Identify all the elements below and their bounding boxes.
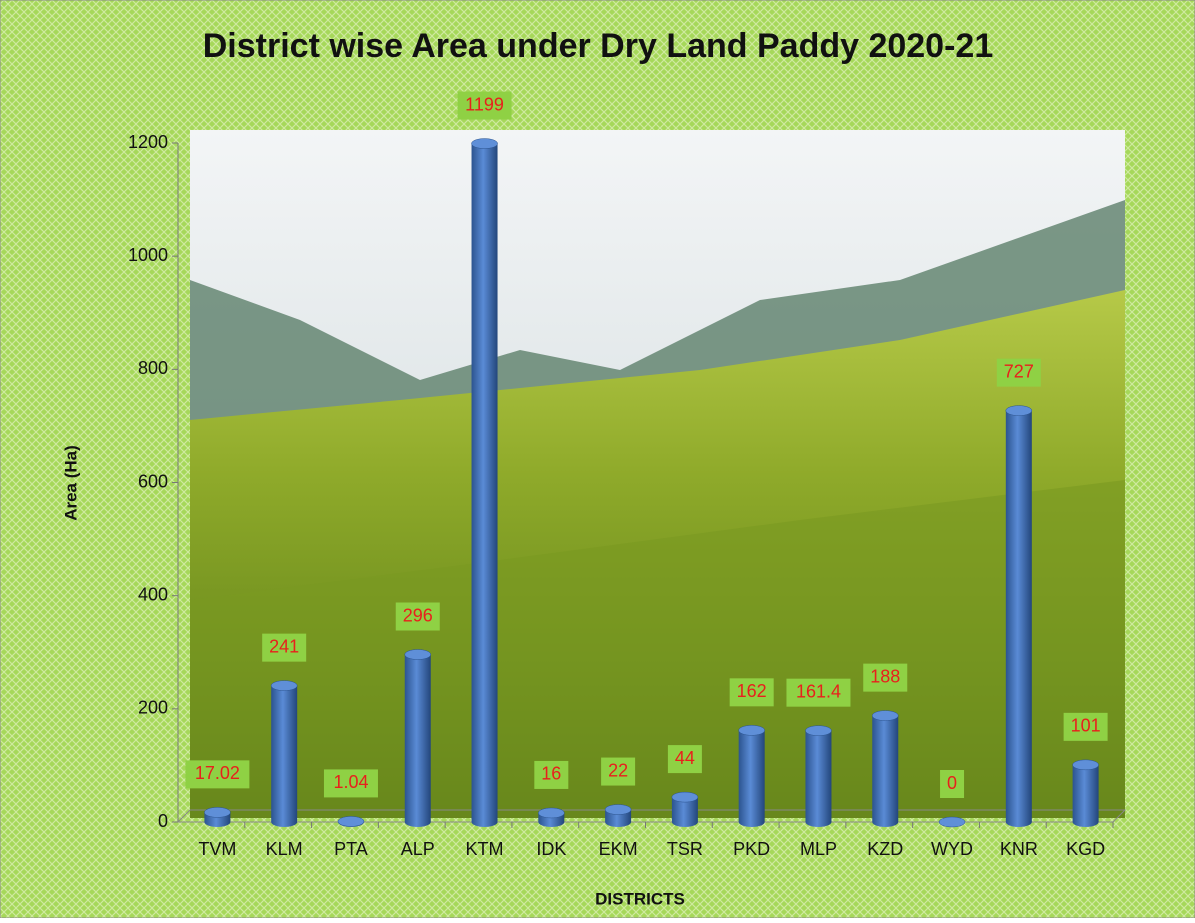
y-tick-label: 600 [138, 471, 168, 491]
value-label: 0 [947, 773, 957, 793]
bar [872, 711, 898, 827]
value-label: 1.04 [333, 772, 368, 792]
bar-cap [338, 816, 364, 826]
value-label: 22 [608, 760, 628, 780]
bar-cap [739, 725, 765, 735]
bar-cap [672, 792, 698, 802]
bar [739, 725, 765, 827]
chart-title: District wise Area under Dry Land Paddy … [203, 27, 993, 65]
bar-cap [405, 650, 431, 660]
bar-cap [872, 711, 898, 721]
y-tick-label: 400 [138, 584, 168, 604]
value-label: 161.4 [796, 681, 841, 701]
bar [271, 681, 297, 827]
y-tick-label: 200 [138, 698, 168, 718]
x-tick-label: KTM [466, 839, 504, 859]
x-tick-label: KZD [867, 839, 903, 859]
value-label: 241 [269, 636, 299, 656]
value-label: 162 [737, 681, 767, 701]
bar-cap [538, 808, 564, 818]
bar [405, 650, 431, 827]
bar [1006, 406, 1032, 827]
x-tick-label: KGD [1066, 839, 1105, 859]
bar [472, 139, 498, 827]
bar-cap [1073, 760, 1099, 770]
x-tick-label: TVM [198, 839, 236, 859]
value-label: 101 [1071, 716, 1101, 736]
chart: District wise Area under Dry Land Paddy … [0, 0, 1195, 918]
photo [190, 130, 1125, 818]
bar-cap [939, 817, 965, 827]
x-tick-label: IDK [536, 839, 566, 859]
value-label: 44 [675, 748, 695, 768]
y-tick-label: 800 [138, 358, 168, 378]
value-label: 188 [870, 666, 900, 686]
y-tick-label: 0 [158, 811, 168, 831]
x-tick-label: KLM [266, 839, 303, 859]
x-tick-label: PKD [733, 839, 770, 859]
bar-cap [472, 139, 498, 149]
x-tick-label: KNR [1000, 839, 1038, 859]
bar-cap [204, 807, 230, 817]
bar-cap [605, 805, 631, 815]
x-axis-label: DISTRICTS [595, 889, 685, 908]
bar-cap [1006, 406, 1032, 416]
x-tick-label: MLP [800, 839, 837, 859]
value-label: 17.02 [195, 763, 240, 783]
bar [805, 726, 831, 827]
x-tick-label: PTA [334, 839, 368, 859]
value-label: 296 [403, 605, 433, 625]
y-tick-label: 1000 [128, 245, 168, 265]
y-tick-label: 1200 [128, 132, 168, 152]
value-label: 16 [541, 764, 561, 784]
y-axis-label: Area (Ha) [61, 445, 80, 521]
x-tick-label: EKM [599, 839, 638, 859]
value-label: 727 [1004, 361, 1034, 381]
x-tick-label: WYD [931, 839, 973, 859]
x-tick-label: ALP [401, 839, 435, 859]
bar-cap [271, 681, 297, 691]
bar-cap [805, 726, 831, 736]
x-tick-label: TSR [667, 839, 703, 859]
value-label: 1199 [465, 94, 504, 114]
